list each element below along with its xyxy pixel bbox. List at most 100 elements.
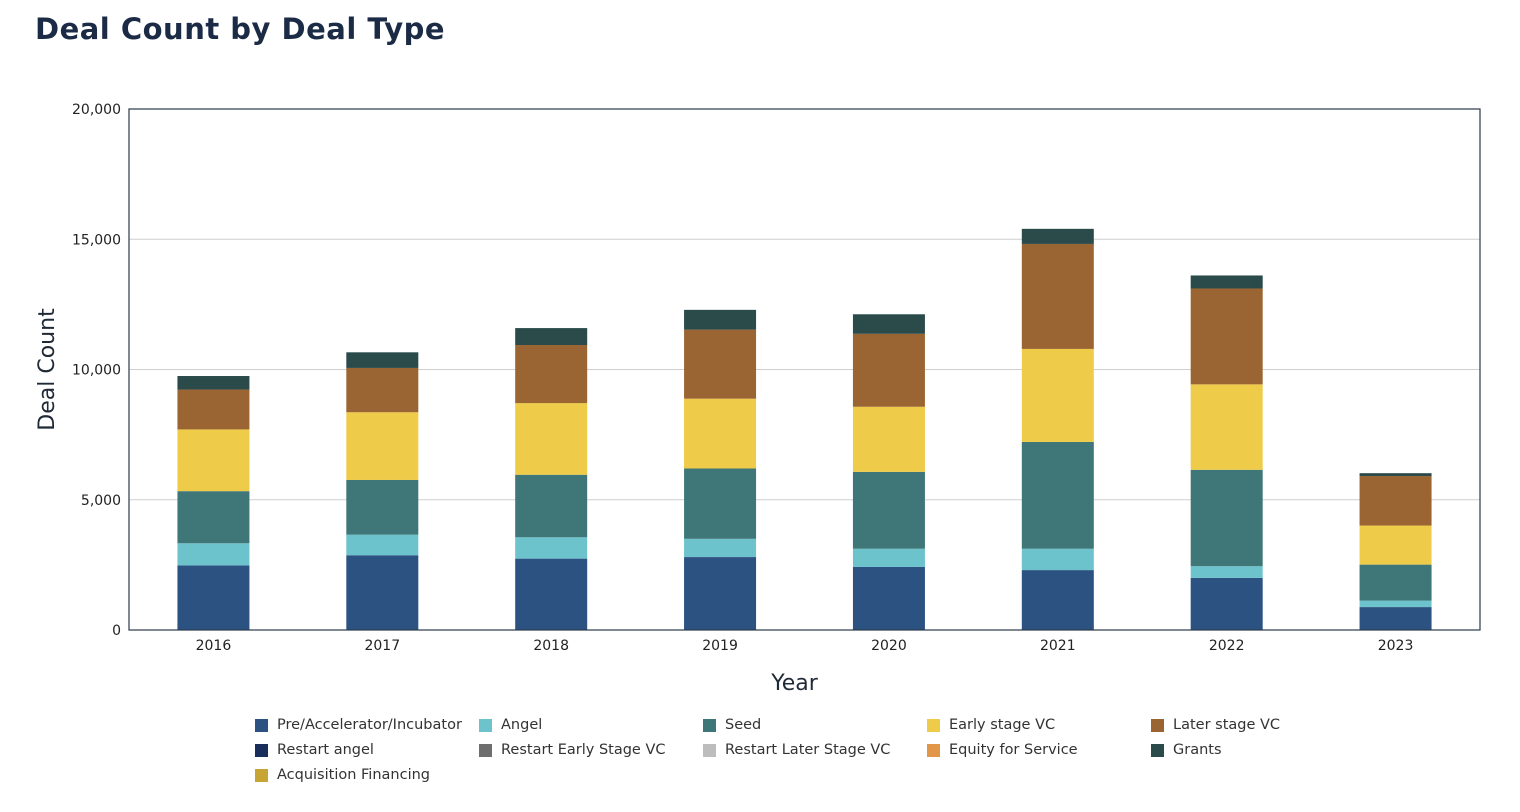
bar-segment-pre-accelerator-incubator-2017 <box>346 555 419 630</box>
gridlines <box>129 238 1480 501</box>
bar-segment-early-stage-vc-2017 <box>346 412 419 480</box>
bar-segment-grants-2016 <box>177 376 250 390</box>
legend-item-pre-accelerator-incubator[interactable]: Pre/Accelerator/Incubator <box>255 716 479 734</box>
bar-segment-pre-accelerator-incubator-2016 <box>177 565 250 630</box>
plot-frame <box>128 108 1481 631</box>
legend-swatch <box>927 743 940 757</box>
bar-segment-seed-2022 <box>1190 469 1263 567</box>
bar-segment-early-stage-vc-2023 <box>1359 525 1432 565</box>
bar-segment-early-stage-vc-2022 <box>1190 384 1263 470</box>
bar-segment-grants-2020 <box>852 314 925 334</box>
bar-segment-angel-2017 <box>346 534 419 556</box>
legend-label: Restart Early Stage VC <box>501 742 666 758</box>
bar-segment-later-stage-vc-2018 <box>515 345 588 404</box>
legend-label: Acquisition Financing <box>277 767 431 783</box>
legend-label: Later stage VC <box>1173 717 1281 733</box>
legend-label: Equity for Service <box>949 742 1078 758</box>
legend-swatch <box>479 743 492 757</box>
x-tick-label: 2018 <box>533 638 569 654</box>
x-tick-label: 2017 <box>364 638 400 654</box>
bar-segment-early-stage-vc-2021 <box>1021 348 1094 442</box>
legend-label: Pre/Accelerator/Incubator <box>277 717 462 733</box>
bar-segment-grants-2018 <box>515 328 588 346</box>
legend-swatch <box>703 743 716 757</box>
bar-segment-angel-2021 <box>1021 548 1094 571</box>
y-tick-label: 15,000 <box>72 232 121 248</box>
chart-title: Deal Count by Deal Type <box>35 12 446 46</box>
legend-swatch <box>479 718 492 732</box>
bar-segment-early-stage-vc-2019 <box>684 398 757 469</box>
legend-label: Grants <box>1173 742 1222 758</box>
bar-segment-later-stage-vc-2022 <box>1190 288 1263 385</box>
bar-segment-pre-accelerator-incubator-2018 <box>515 558 588 630</box>
bar-segment-grants-2021 <box>1021 228 1094 244</box>
bar-segment-later-stage-vc-2021 <box>1021 243 1094 349</box>
bar-segment-later-stage-vc-2023 <box>1359 476 1432 526</box>
legend-item-equity-for-service[interactable]: Equity for Service <box>927 741 1151 759</box>
bar-segment-grants-2017 <box>346 352 419 368</box>
legend-swatch <box>1151 743 1164 757</box>
x-tick-label: 2020 <box>871 638 907 654</box>
bar-segment-angel-2016 <box>177 543 250 566</box>
bar-segment-seed-2017 <box>346 479 419 535</box>
legend-swatch <box>1151 718 1164 732</box>
bar-segment-seed-2016 <box>177 491 250 544</box>
bar-segment-grants-2023 <box>1359 473 1432 477</box>
bar-segment-early-stage-vc-2020 <box>852 406 925 472</box>
bar-stacks <box>177 228 1432 630</box>
bar-segment-seed-2023 <box>1359 564 1432 601</box>
legend-swatch <box>927 718 940 732</box>
bar-segment-seed-2018 <box>515 474 588 538</box>
legend-item-restart-angel[interactable]: Restart angel <box>255 741 479 759</box>
legend-swatch <box>255 768 268 782</box>
bar-segment-angel-2020 <box>852 548 925 567</box>
x-tick-label: 2022 <box>1209 638 1245 654</box>
y-tick-label: 20,000 <box>72 102 121 118</box>
legend-item-early-stage-vc[interactable]: Early stage VC <box>927 716 1151 734</box>
bar-segment-angel-2019 <box>684 538 757 558</box>
legend-item-acquisition-financing[interactable]: Acquisition Financing <box>255 766 479 784</box>
legend-swatch <box>703 718 716 732</box>
bar-segment-seed-2021 <box>1021 441 1094 549</box>
bar-segment-later-stage-vc-2019 <box>684 329 757 399</box>
bar-segment-pre-accelerator-incubator-2023 <box>1359 607 1432 630</box>
x-tick-labels: 2016 2017 2018 2019 2020 2021 2022 2023 <box>196 638 1414 654</box>
legend-item-grants[interactable]: Grants <box>1151 741 1375 759</box>
x-axis-title: Year <box>770 671 819 696</box>
legend-item-later-stage-vc[interactable]: Later stage VC <box>1151 716 1375 734</box>
bar-segment-angel-2022 <box>1190 566 1263 578</box>
bar-segment-pre-accelerator-incubator-2020 <box>852 566 925 630</box>
bar-segment-early-stage-vc-2018 <box>515 403 588 475</box>
y-tick-label: 0 <box>112 623 121 639</box>
x-tick-label: 2023 <box>1378 638 1414 654</box>
x-tick-label: 2019 <box>702 638 738 654</box>
bar-segment-grants-2019 <box>684 309 757 330</box>
legend-label: Early stage VC <box>949 717 1056 733</box>
bar-segment-pre-accelerator-incubator-2021 <box>1021 570 1094 630</box>
legend: Pre/Accelerator/Incubator Angel Seed Early … <box>255 716 1375 784</box>
bar-segment-pre-accelerator-incubator-2019 <box>684 557 757 630</box>
legend-item-restart-early-stage-vc[interactable]: Restart Early Stage VC <box>479 741 703 759</box>
bar-segment-seed-2020 <box>852 471 925 549</box>
legend-label: Restart angel <box>277 742 374 758</box>
legend-label: Seed <box>725 717 762 733</box>
legend-item-angel[interactable]: Angel <box>479 716 703 734</box>
legend-label: Angel <box>501 717 543 733</box>
bar-segment-later-stage-vc-2017 <box>346 367 419 413</box>
legend-item-restart-later-stage-vc[interactable]: Restart Later Stage VC <box>703 741 927 759</box>
bar-segment-later-stage-vc-2020 <box>852 333 925 407</box>
bar-segment-angel-2018 <box>515 537 588 559</box>
legend-swatch <box>255 743 268 757</box>
legend-label: Restart Later Stage VC <box>725 742 891 758</box>
x-tick-label: 2016 <box>196 638 232 654</box>
legend-item-seed[interactable]: Seed <box>703 716 927 734</box>
legend-swatch <box>255 718 268 732</box>
bar-segment-early-stage-vc-2016 <box>177 429 250 492</box>
bar-segment-grants-2022 <box>1190 275 1263 289</box>
y-tick-labels: 0 5,000 10,000 15,000 20,000 <box>72 102 121 639</box>
bar-segment-pre-accelerator-incubator-2022 <box>1190 577 1263 630</box>
bar-segment-later-stage-vc-2016 <box>177 389 250 430</box>
y-axis-title: Deal Count <box>35 308 60 431</box>
bar-segment-seed-2019 <box>684 468 757 539</box>
